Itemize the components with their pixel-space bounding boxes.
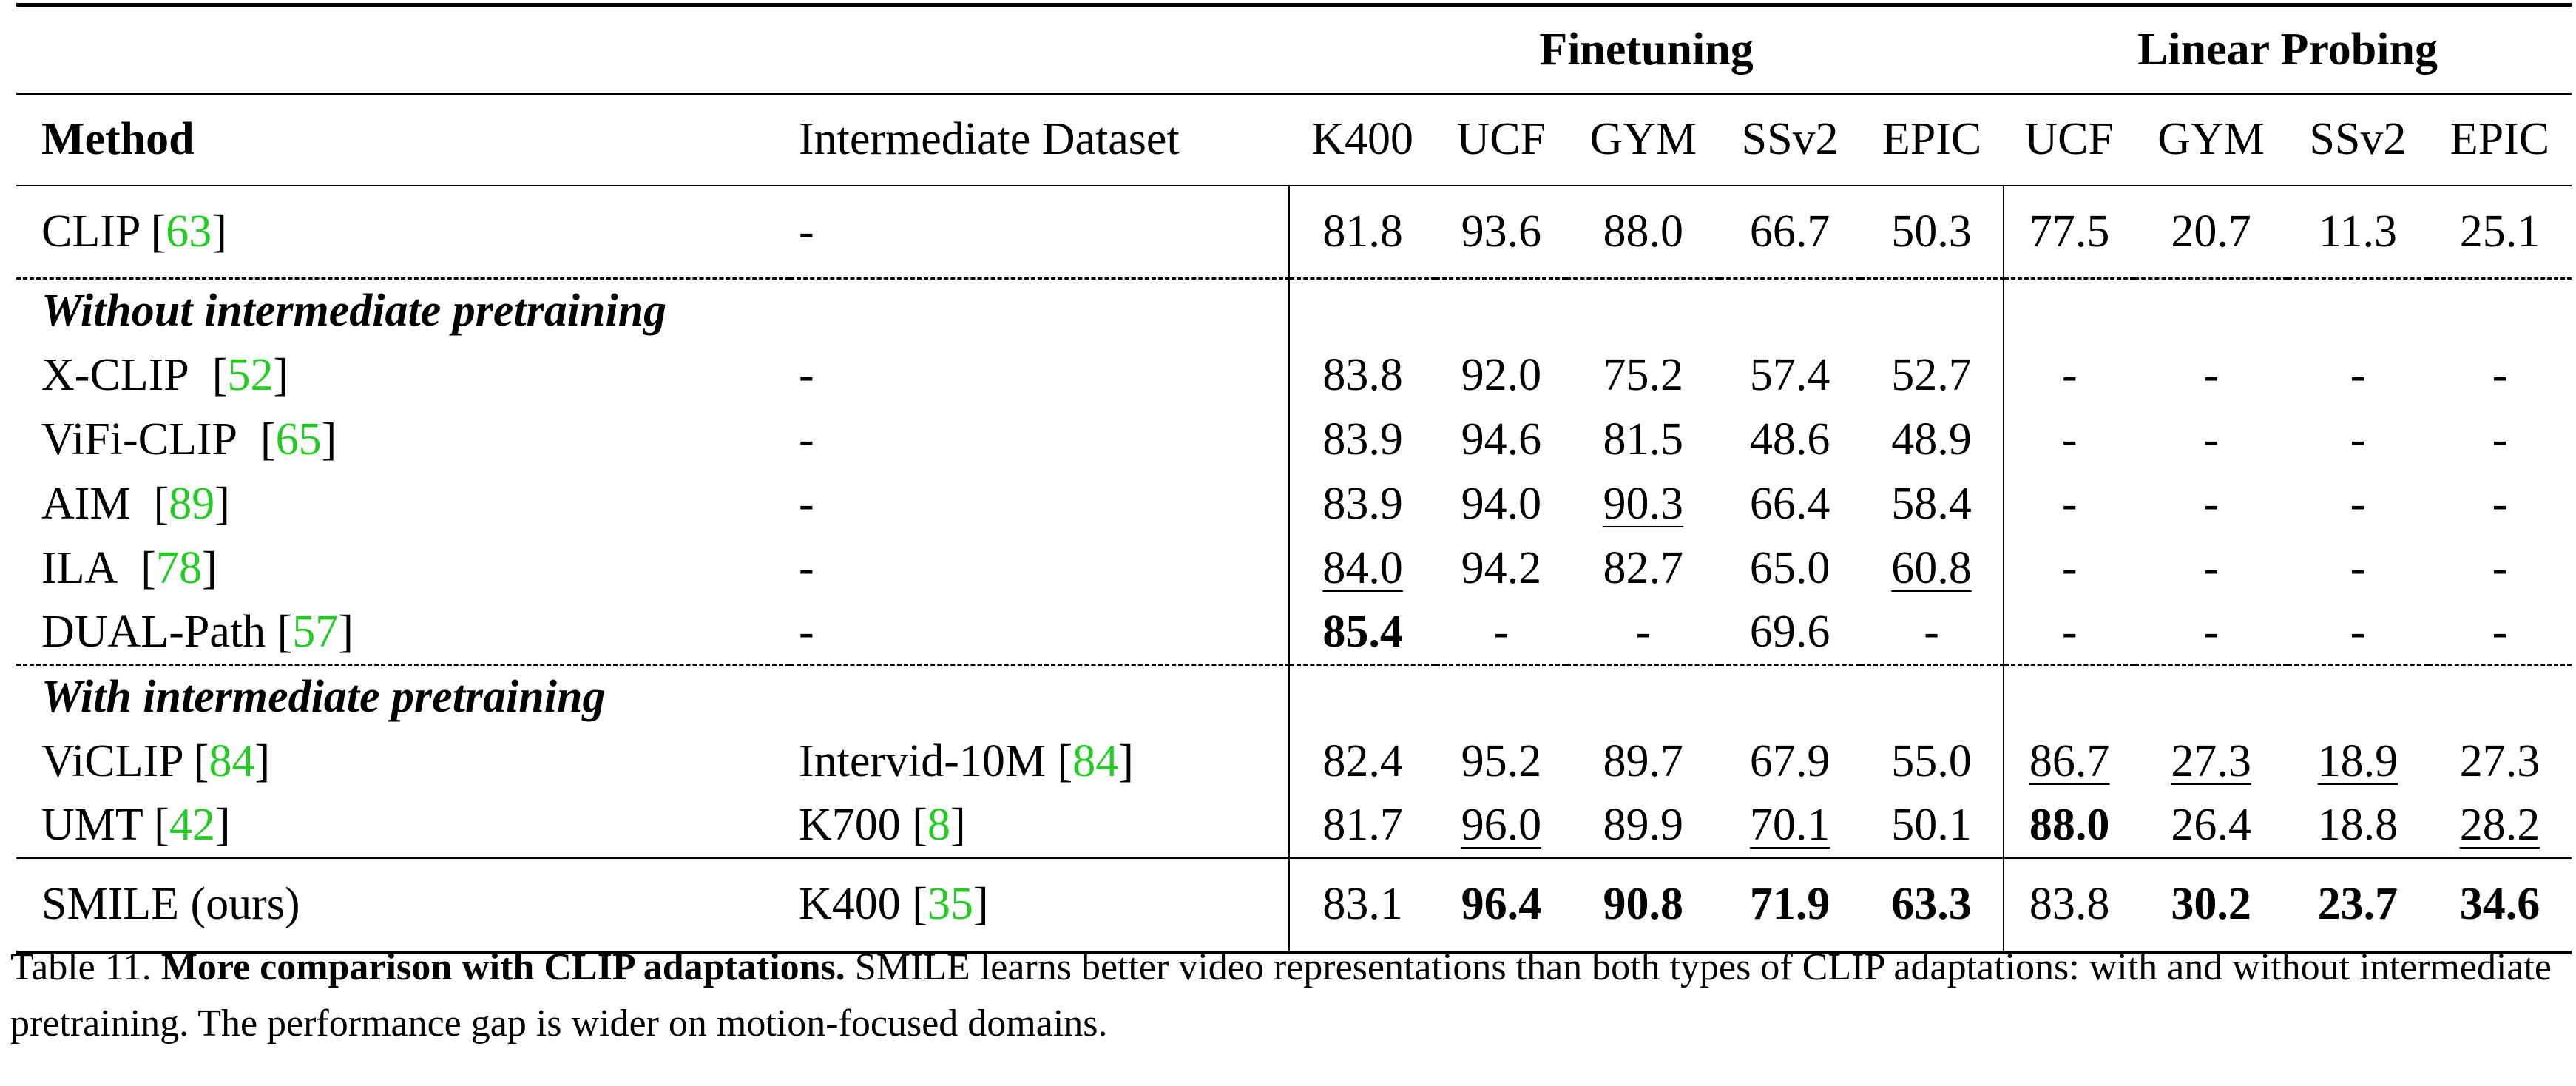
table-row-clip: CLIP [63] - 81.8 93.6 88.0 66.7 50.3 77.… bbox=[16, 185, 2572, 280]
citation-link[interactable]: 84 bbox=[1072, 735, 1119, 786]
method-cell: CLIP [63] bbox=[16, 185, 790, 280]
caption-label: Table 11. bbox=[10, 946, 152, 988]
section-heading-with: With intermediate pretraining bbox=[16, 664, 2572, 729]
header-dataset: Intermediate Dataset bbox=[790, 92, 1289, 186]
table-row-aim: AIM [89] - 83.9 94.0 90.3 66.4 58.4 - - … bbox=[16, 471, 2572, 536]
header-ft-gym: GYM bbox=[1566, 92, 1720, 186]
header-lp-ucf: UCF bbox=[2004, 92, 2135, 186]
table-row-vificlip: ViFi-CLIP [65] - 83.9 94.6 81.5 48.6 48.… bbox=[16, 407, 2572, 472]
citation-link[interactable]: 78 bbox=[155, 542, 202, 593]
column-header-row: Method Intermediate Dataset K400 UCF GYM… bbox=[16, 92, 2572, 186]
group-finetuning: Finetuning bbox=[1289, 3, 2004, 94]
table-row-xclip: X-CLIP [52] - 83.8 92.0 75.2 57.4 52.7 -… bbox=[16, 343, 2572, 408]
citation-link[interactable]: 84 bbox=[209, 735, 255, 786]
header-ft-k400: K400 bbox=[1289, 92, 1436, 186]
header-lp-gym: GYM bbox=[2134, 92, 2288, 186]
citation-link[interactable]: 35 bbox=[927, 879, 973, 930]
table-row-dualpath: DUAL-Path [57] - 85.4 - - 69.6 - - - - - bbox=[16, 600, 2572, 666]
header-lp-ssv2: SSv2 bbox=[2287, 92, 2428, 186]
table-row-viclip: ViCLIP [84] Intervid-10M [84] 82.4 95.2 … bbox=[16, 729, 2572, 794]
comparison-table: Finetuning Linear Probing Method Interme… bbox=[16, 3, 2572, 954]
header-lp-epic: EPIC bbox=[2427, 92, 2572, 186]
citation-link[interactable]: 89 bbox=[169, 478, 215, 529]
table-caption: Table 11. More comparison with CLIP adap… bbox=[10, 940, 2569, 1052]
citation-link[interactable]: 42 bbox=[169, 800, 215, 850]
caption-title: More comparison with CLIP adaptations. bbox=[160, 946, 845, 988]
group-header-row: Finetuning Linear Probing bbox=[16, 3, 2572, 94]
header-ft-epic: EPIC bbox=[1860, 92, 2004, 186]
header-ft-ssv2: SSv2 bbox=[1720, 92, 1861, 186]
table-row-umt: UMT [42] K700 [8] 81.7 96.0 89.9 70.1 50… bbox=[16, 793, 2572, 858]
citation-link[interactable]: 8 bbox=[927, 800, 950, 850]
group-linear-probing: Linear Probing bbox=[2004, 3, 2572, 94]
header-method: Method bbox=[16, 92, 790, 186]
table-row-smile: SMILE (ours) K400 [35] 83.1 96.4 90.8 71… bbox=[16, 857, 2572, 954]
header-ft-ucf: UCF bbox=[1436, 92, 1567, 186]
section-heading-without: Without intermediate pretraining bbox=[16, 278, 2572, 343]
citation-link[interactable]: 57 bbox=[292, 606, 339, 657]
citation-link[interactable]: 65 bbox=[275, 414, 322, 465]
citation-link[interactable]: 52 bbox=[227, 349, 274, 400]
table-row-ila: ILA [78] - 84.0 94.2 82.7 65.0 60.8 - - … bbox=[16, 536, 2572, 601]
citation-link[interactable]: 63 bbox=[166, 206, 212, 257]
caption-text: SMILE learns better video representation… bbox=[10, 946, 2552, 1045]
